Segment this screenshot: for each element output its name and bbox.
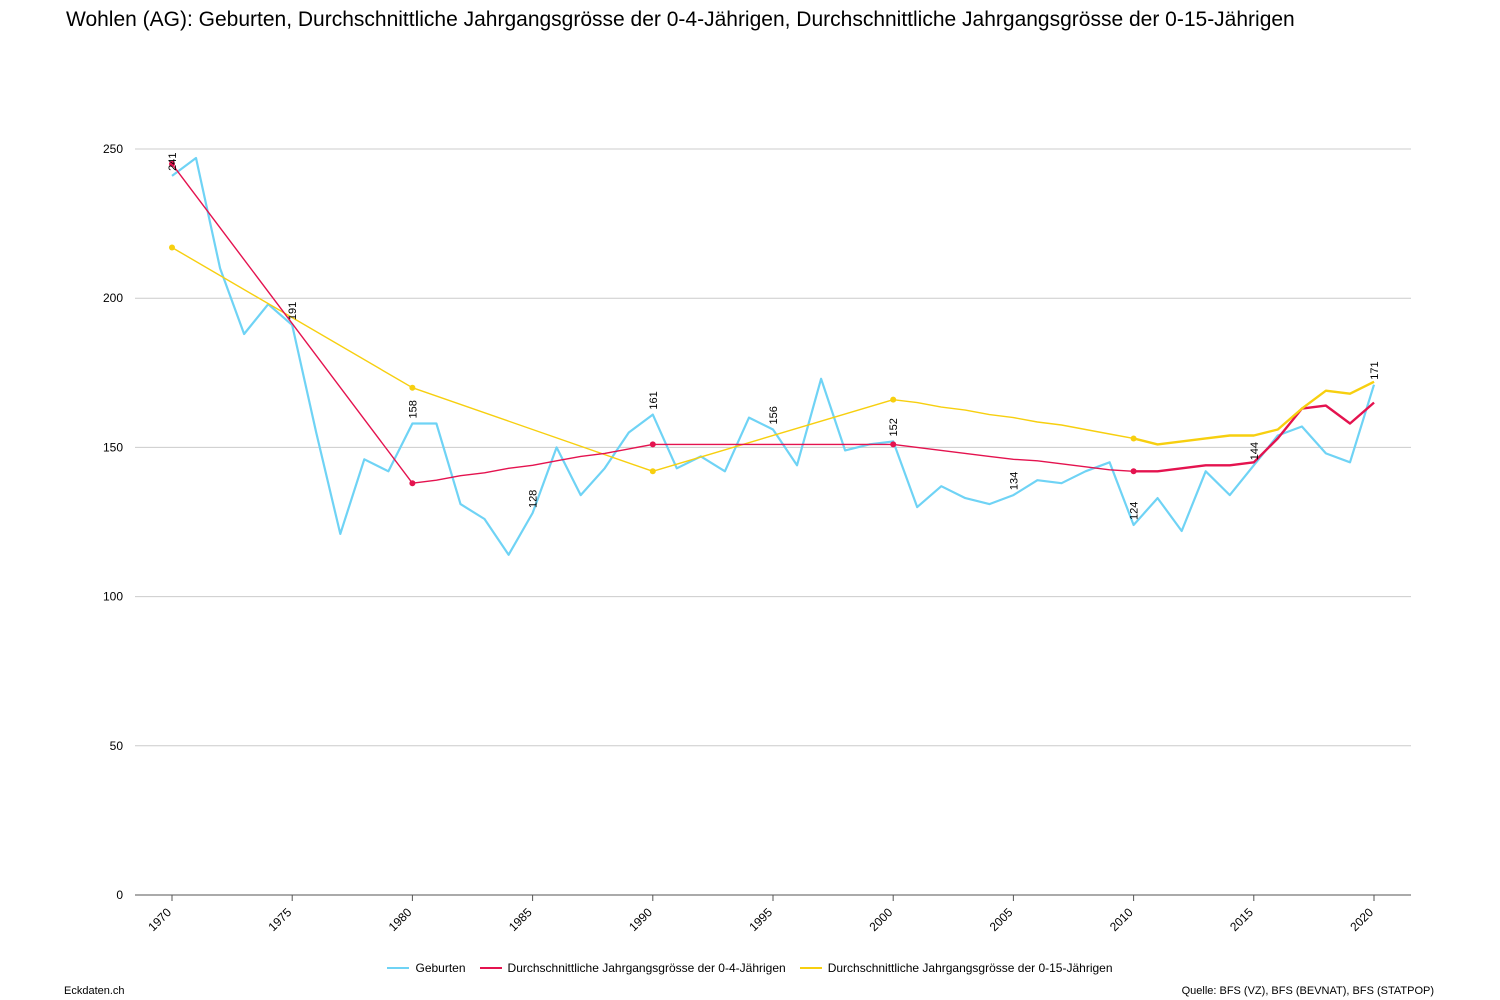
data-label: 161: [648, 391, 660, 409]
x-tick-label: 1990: [626, 905, 655, 934]
footer-brand: Eckdaten.ch: [64, 985, 125, 997]
data-label: 128: [528, 490, 540, 508]
series-line-2: [171, 246, 1375, 472]
x-tick-label: 1975: [266, 905, 295, 934]
legend-label-0-15: Durchschnittliche Jahrgangsgrösse der 0-…: [827, 961, 1113, 975]
y-tick-label: 50: [110, 739, 124, 753]
data-label: 171: [1369, 361, 1381, 379]
legend: Geburten Durchschnittliche Jahrgangsgrös…: [0, 961, 1500, 975]
data-label: 124: [1129, 502, 1141, 520]
y-tick-label: 100: [103, 590, 123, 604]
data-labels: 241 191 158 128 161 156 152 134 124 144 171: [167, 152, 1381, 519]
series-marker-2: [169, 244, 175, 251]
x-tick-label: 2010: [1107, 905, 1136, 934]
x-tick-label: 2005: [987, 905, 1016, 934]
x-tick-label: 1970: [145, 905, 174, 934]
data-label: 158: [407, 400, 419, 418]
series-lines: [169, 156, 1376, 556]
series-marker-1: [890, 441, 897, 448]
series-marker-1: [169, 160, 175, 167]
legend-item-0-15[interactable]: Durchschnittliche Jahrgangsgrösse der 0-…: [799, 961, 1113, 975]
series-marker-2: [649, 468, 656, 475]
x-tick-label: 1980: [386, 905, 415, 934]
series-marker-2: [409, 384, 416, 391]
legend-swatch-0-4: [479, 967, 502, 969]
data-label: 156: [768, 406, 780, 424]
legend-swatch-0-15: [799, 967, 822, 969]
legend-label-0-4: Durchschnittliche Jahrgangsgrösse der 0-…: [507, 961, 786, 975]
data-label: 152: [888, 418, 900, 436]
footer-source: Quelle: BFS (VZ), BFS (BEVNAT), BFS (STA…: [1181, 985, 1434, 997]
series-marker-2: [890, 396, 897, 403]
series-marker-1: [649, 441, 656, 448]
y-tick-label: 0: [116, 888, 123, 902]
legend-item-geburten[interactable]: Geburten: [387, 961, 466, 975]
series-line-annual-1: [1133, 401, 1375, 473]
x-tick-label: 2020: [1347, 905, 1376, 934]
x-tick-label: 2015: [1227, 905, 1256, 934]
legend-label-geburten: Geburten: [415, 961, 466, 975]
data-label: 191: [287, 302, 299, 320]
legend-item-0-4[interactable]: Durchschnittliche Jahrgangsgrösse der 0-…: [479, 961, 786, 975]
x-tick-label: 1985: [506, 905, 535, 934]
y-tick-label: 200: [103, 291, 123, 305]
series-marker-1: [409, 480, 416, 487]
x-tick-label: 2000: [867, 905, 896, 934]
y-tick-label: 150: [103, 440, 123, 454]
axes: 0 50 100 150 200 250 1970 1975 1980 1985 1990 1995 2…: [103, 142, 1411, 934]
grid-lines: [135, 148, 1411, 747]
legend-swatch-geburten: [387, 967, 410, 969]
data-label: 241: [167, 152, 179, 170]
data-label: 144: [1249, 442, 1261, 460]
data-label: 134: [1008, 472, 1020, 490]
series-line-0: [171, 156, 1376, 556]
chart-title: Wohlen (AG): Geburten, Durchschnittliche…: [66, 8, 1295, 31]
series-line-annual-2: [1133, 380, 1375, 446]
y-tick-label: 250: [103, 142, 123, 156]
x-tick-label: 1995: [746, 905, 775, 934]
